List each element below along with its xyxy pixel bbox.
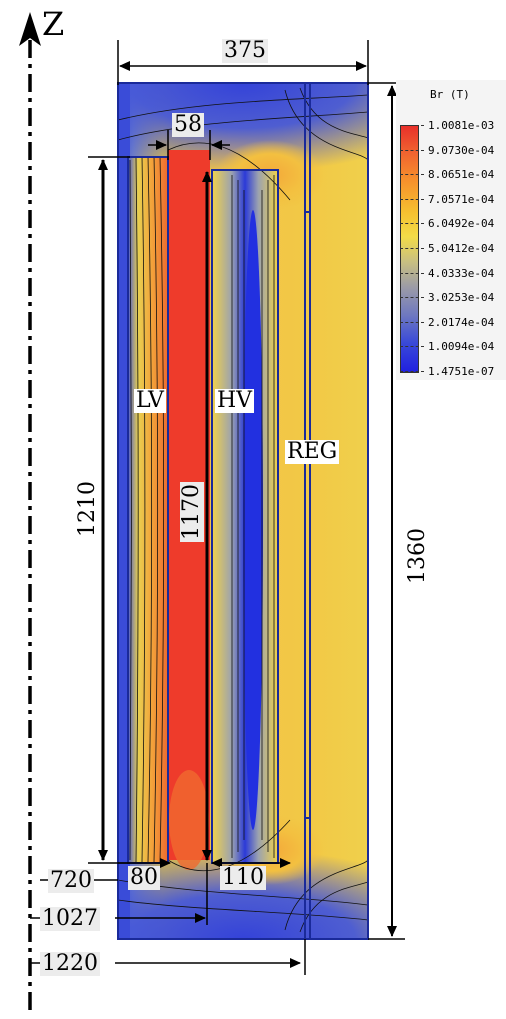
legend-tick-mark bbox=[400, 223, 424, 225]
dim-height-lv-text: 1210 bbox=[75, 481, 100, 537]
legend-tick-label: 3.0253e-04 bbox=[428, 291, 495, 305]
dim-hv-width: 110 bbox=[220, 865, 266, 890]
label-lv: LV bbox=[134, 388, 166, 413]
dim-lv-width: 80 bbox=[128, 865, 160, 890]
legend-tick-label: 9.0730e-04 bbox=[428, 143, 495, 157]
z-axis-label: Z bbox=[42, 5, 65, 43]
label-hv: HV bbox=[215, 388, 255, 413]
legend-tick-mark bbox=[400, 297, 424, 299]
color-legend: Br (T) 1.0081e-03 9.0730e-04 8.0651e-04 7.0… bbox=[396, 80, 506, 380]
dim-height-total: 1360 bbox=[390, 528, 450, 584]
dim-height-hv: 1170 bbox=[162, 482, 218, 542]
label-reg: REG bbox=[285, 439, 340, 464]
legend-tick-mark bbox=[400, 346, 424, 348]
legend-tick-label: 7.0571e-04 bbox=[428, 192, 495, 206]
dim-gap: 58 bbox=[172, 112, 204, 137]
dim-r-hv: 1027 bbox=[40, 906, 100, 931]
legend-tick-label: 4.0333e-04 bbox=[428, 266, 495, 280]
legend-tick-label: 1.0094e-04 bbox=[428, 340, 495, 354]
lv-coil-region bbox=[128, 157, 168, 863]
dim-height-lv: 1210 bbox=[60, 481, 120, 537]
legend-tick-mark bbox=[400, 149, 424, 151]
legend-tick-label: 2.0174e-04 bbox=[428, 315, 495, 329]
dim-height-total-text: 1360 bbox=[405, 528, 430, 584]
legend-tick-label: 1.0081e-03 bbox=[428, 119, 495, 132]
legend-tick-mark bbox=[400, 198, 424, 200]
legend-tick-mark bbox=[400, 174, 424, 176]
legend-tick-label: 8.0651e-04 bbox=[428, 168, 495, 182]
dim-r-lv: 720 bbox=[48, 868, 94, 893]
legend-tick-mark bbox=[400, 272, 424, 274]
dimension-lines bbox=[30, 40, 405, 975]
legend-tick-label: 1.4751e-07 bbox=[428, 365, 495, 378]
legend-tick-mark bbox=[400, 248, 424, 249]
legend-tick-mark bbox=[400, 321, 424, 323]
legend-tick-label: 6.0492e-04 bbox=[428, 217, 495, 231]
dim-r-reg: 1220 bbox=[40, 951, 100, 976]
hv-coil-region bbox=[212, 170, 278, 863]
legend-tick-label: 5.0412e-04 bbox=[428, 242, 495, 255]
dim-width-total: 375 bbox=[222, 38, 268, 63]
dim-height-hv-text: 1170 bbox=[179, 482, 204, 542]
legend-tick-mark bbox=[400, 125, 424, 126]
colorbar bbox=[400, 125, 419, 373]
legend-tick-mark bbox=[400, 371, 424, 372]
z-axis bbox=[19, 12, 41, 1012]
legend-title: Br (T) bbox=[430, 88, 470, 101]
